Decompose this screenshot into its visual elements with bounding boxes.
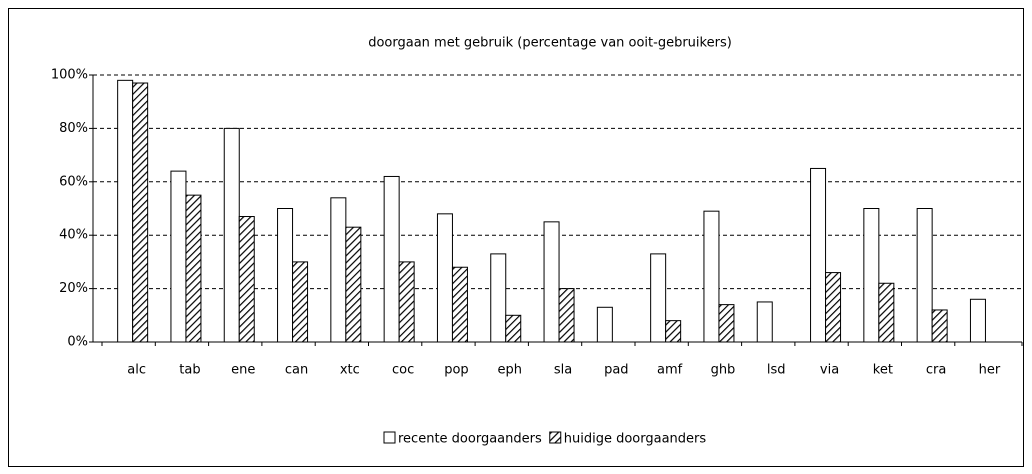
bar	[863, 208, 880, 343]
bar	[238, 216, 255, 343]
bar	[345, 226, 362, 343]
y-tick-label: 0%	[67, 335, 88, 350]
bar	[596, 306, 613, 343]
bar	[558, 288, 575, 343]
bar	[703, 210, 720, 343]
bar	[878, 282, 895, 343]
x-tick-label: ghb	[711, 363, 736, 378]
x-tick-label: cra	[926, 363, 946, 378]
x-tick-label: pad	[604, 363, 628, 378]
y-tick-label: 40%	[59, 228, 88, 243]
legend-swatch	[383, 431, 396, 444]
bar	[383, 175, 400, 343]
x-tick-label: lsd	[767, 363, 786, 378]
bar	[810, 167, 827, 343]
bar	[170, 170, 187, 343]
bar	[650, 253, 667, 343]
x-tick-label: xtc	[340, 363, 360, 378]
bar	[916, 208, 933, 343]
x-tick-label: ene	[231, 363, 255, 378]
bar	[132, 82, 149, 343]
x-tick-label: coc	[392, 363, 414, 378]
y-tick-label: 20%	[59, 281, 88, 296]
bar	[185, 194, 202, 343]
x-tick-label: eph	[498, 363, 523, 378]
bar	[451, 266, 468, 343]
bar	[436, 213, 453, 343]
legend-swatch	[549, 431, 562, 444]
x-tick-label: via	[820, 363, 839, 378]
x-tick-label: can	[285, 363, 308, 378]
y-tick-label: 80%	[59, 121, 88, 136]
bar	[398, 261, 415, 343]
bar	[223, 127, 240, 343]
bar	[505, 314, 522, 343]
legend-label: recente doorgaanders	[398, 432, 542, 447]
x-tick-label: her	[979, 363, 1001, 378]
bar	[117, 79, 134, 343]
y-tick-label: 60%	[59, 174, 88, 189]
bar	[277, 208, 294, 343]
x-tick-label: pop	[444, 363, 468, 378]
bar	[543, 221, 560, 343]
x-tick-label: alc	[127, 363, 146, 378]
x-tick-label: sla	[554, 363, 572, 378]
x-tick-label: amf	[657, 363, 683, 378]
bar	[756, 301, 773, 343]
bar	[490, 253, 507, 343]
chart-title: doorgaan met gebruik (percentage van ooi…	[368, 36, 732, 51]
legend-label: huidige doorgaanders	[564, 432, 707, 447]
bar	[292, 261, 309, 343]
bar	[825, 272, 842, 343]
bar	[665, 320, 682, 343]
bar	[330, 197, 347, 343]
bar	[718, 304, 735, 343]
bar	[969, 298, 986, 343]
x-tick-label: ket	[873, 363, 893, 378]
y-tick-label: 100%	[51, 68, 88, 83]
x-tick-label: tab	[179, 363, 200, 378]
bar	[931, 309, 948, 343]
